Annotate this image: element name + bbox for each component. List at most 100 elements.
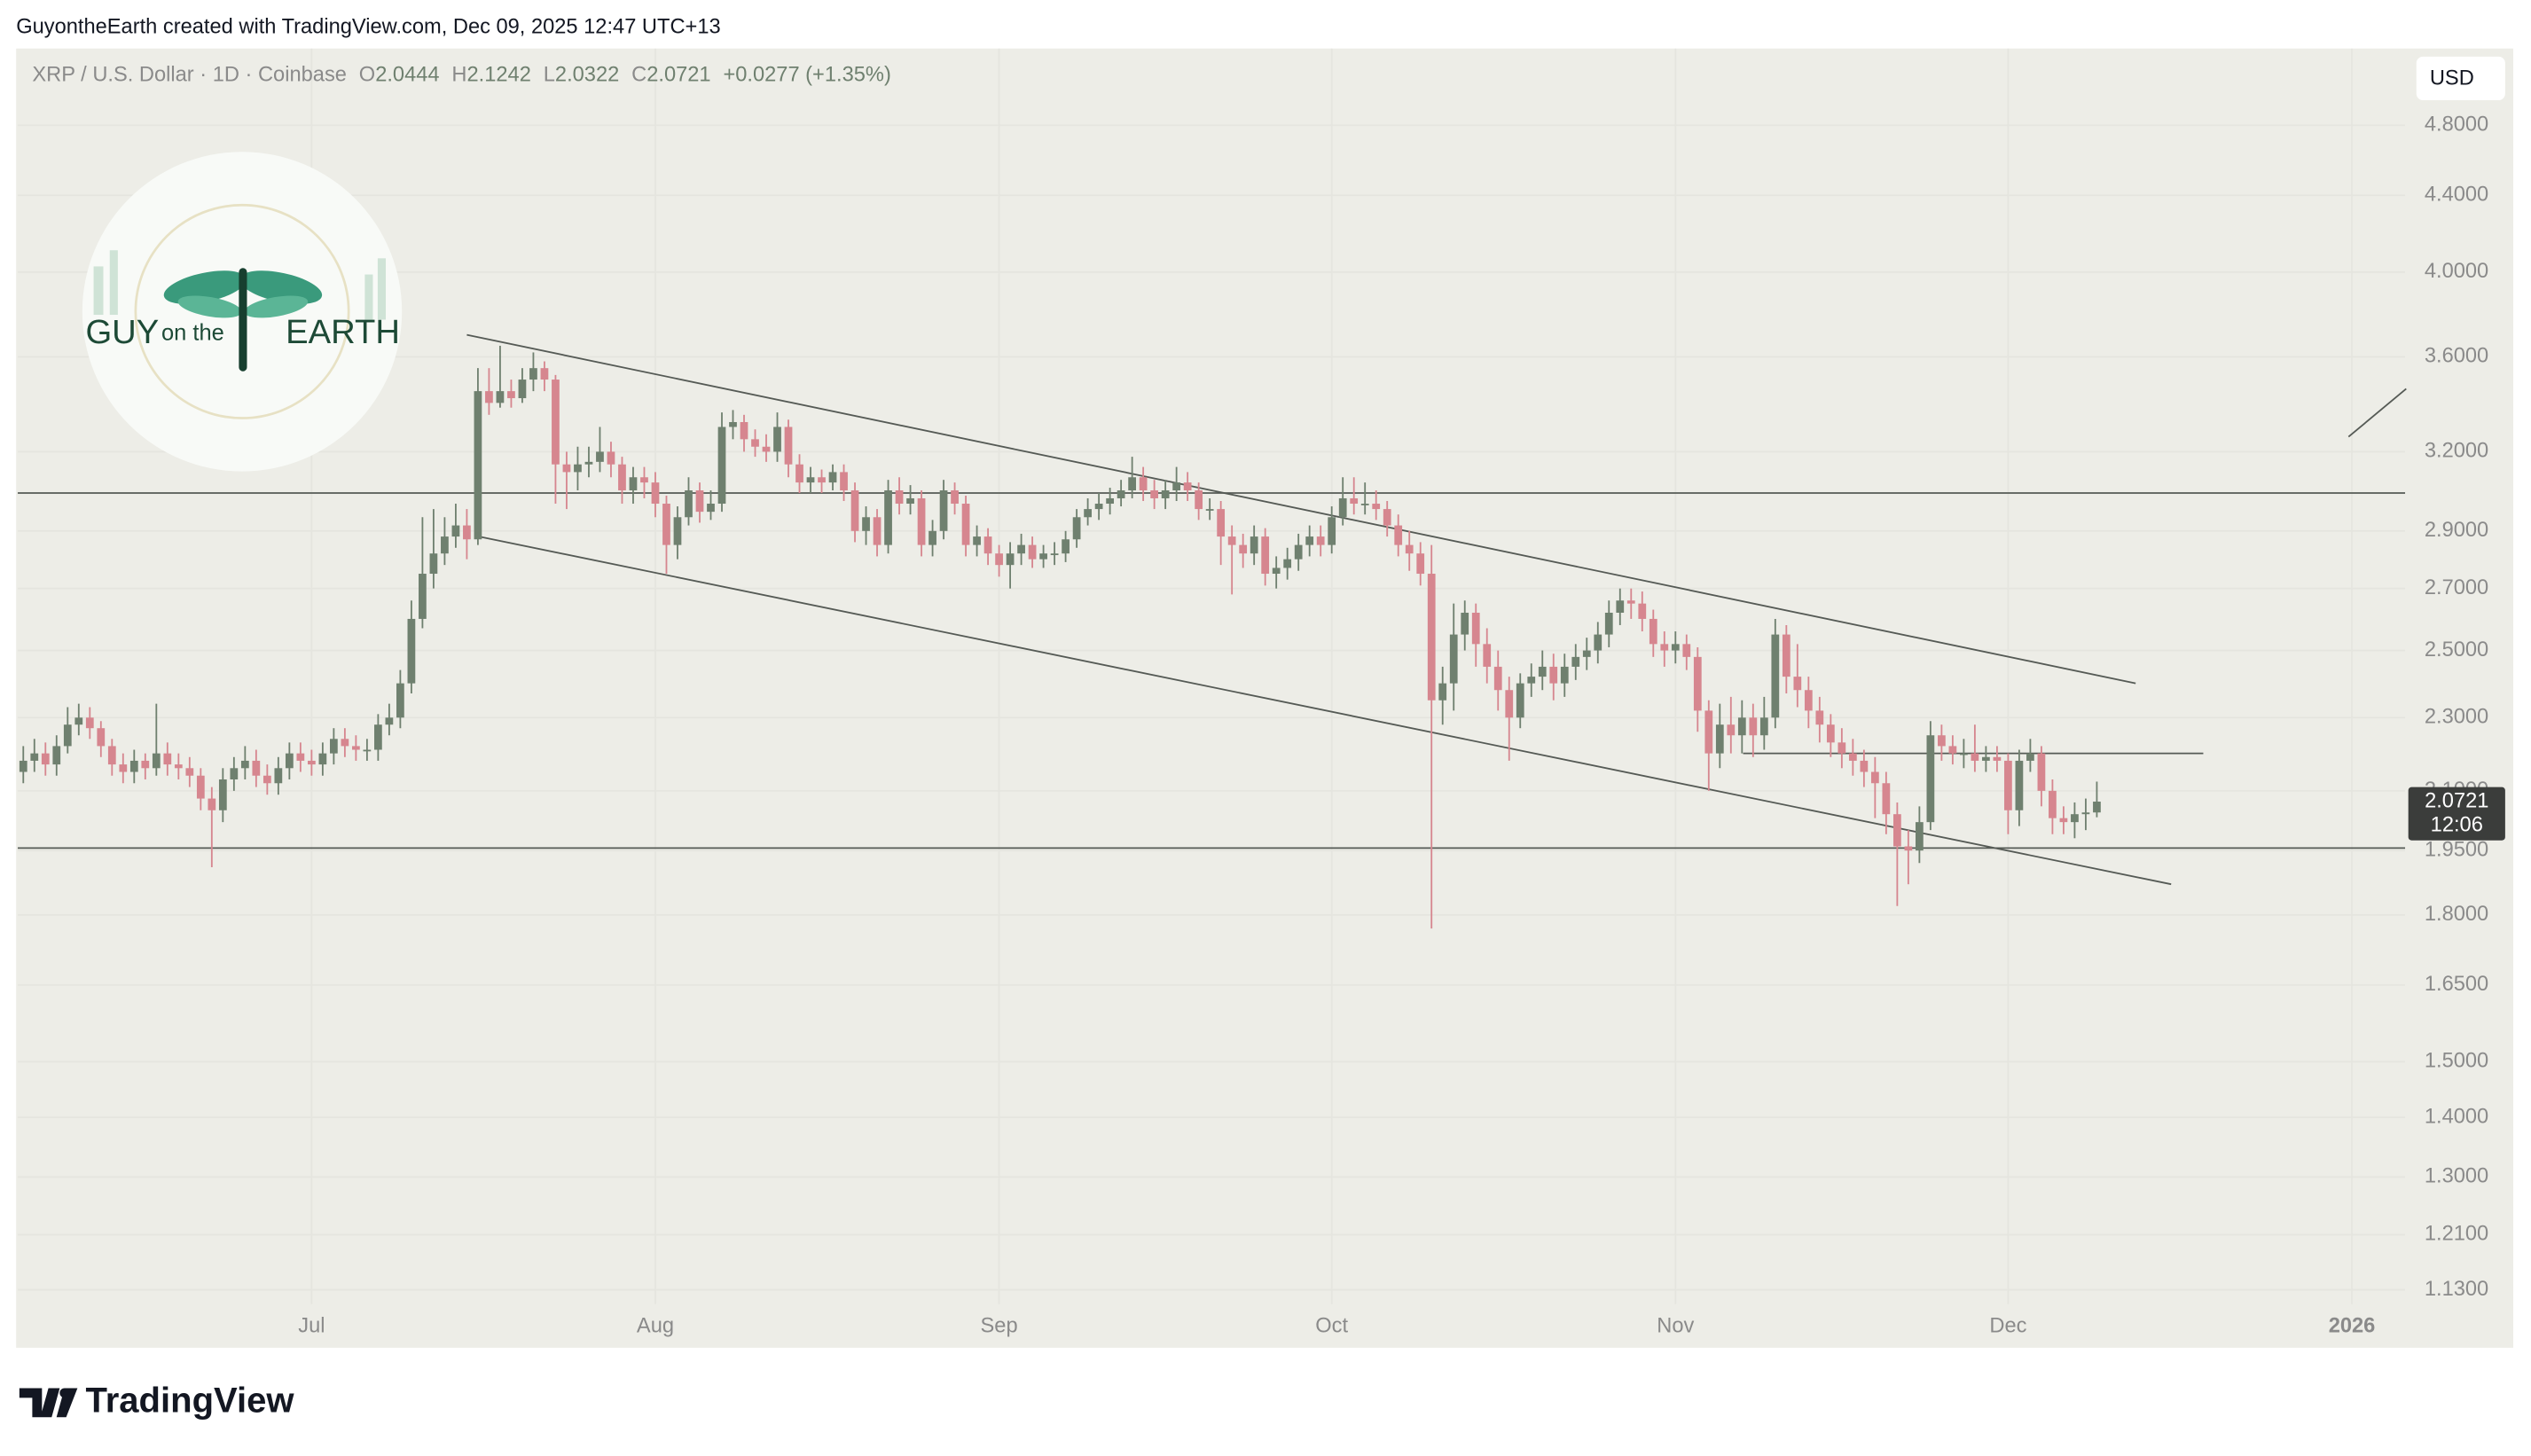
candle-body	[873, 517, 882, 545]
candle-body	[1172, 482, 1181, 491]
candle-body	[951, 490, 959, 505]
currency[interactable]: USD	[2430, 67, 2474, 90]
candle-body	[2059, 818, 2068, 823]
candle-body	[41, 753, 50, 765]
candle-body	[1516, 683, 1524, 718]
candle-body	[1505, 690, 1514, 718]
candle-body	[1815, 710, 1824, 725]
candle-body	[2037, 753, 2046, 791]
candle-body	[828, 472, 837, 483]
candle-body	[1904, 846, 1913, 851]
candle-body	[751, 439, 759, 447]
candle-body	[1527, 677, 1536, 684]
candle-body	[740, 421, 748, 440]
logo: GUY on the EARTH	[82, 152, 403, 472]
candle-body	[152, 753, 161, 769]
candle-body	[1449, 634, 1458, 684]
candle-body	[1926, 735, 1935, 823]
candle-body	[1549, 666, 1558, 684]
wing	[177, 295, 242, 318]
x-tick-label: Oct	[1315, 1315, 1348, 1338]
candle-body	[1870, 771, 1879, 784]
candle-body	[529, 368, 537, 380]
logo-ring	[134, 203, 350, 419]
candle-body	[485, 391, 493, 403]
candle-body	[651, 482, 660, 505]
candle-body	[208, 798, 216, 810]
candle-body	[374, 724, 382, 750]
candle-body	[1638, 603, 1647, 619]
candle-body	[1117, 490, 1125, 498]
candle-body	[673, 517, 682, 545]
candle-body	[341, 739, 349, 747]
candle-body	[2049, 790, 2057, 818]
candle-body	[917, 497, 926, 545]
y-tick-label: 1.3000	[2425, 1165, 2488, 1188]
candle-body	[707, 504, 715, 513]
candle-body	[19, 760, 27, 772]
candles	[19, 345, 2101, 929]
candle-body	[1106, 497, 1114, 505]
candle-body	[451, 525, 460, 537]
candle-body	[850, 490, 859, 531]
candle-body	[107, 746, 116, 765]
candle-body	[562, 464, 571, 473]
footer-logo: TradingView	[19, 1381, 294, 1420]
candle-body	[1582, 650, 1591, 657]
logo-word: on the	[161, 321, 224, 346]
x-tick-label: Dec	[1989, 1315, 2026, 1338]
candle-body	[1350, 497, 1359, 505]
candle-body	[1183, 482, 1192, 491]
candle-body	[2015, 760, 2024, 810]
candle-body	[263, 775, 271, 784]
candle-body	[995, 553, 1003, 566]
candle-body	[2093, 802, 2101, 813]
candle-body	[1560, 666, 1569, 684]
candle-body	[1693, 656, 1702, 711]
logo-word: GUY	[85, 313, 159, 351]
candle-body	[230, 768, 239, 779]
candle-body	[463, 525, 471, 540]
candle-body	[1892, 814, 1901, 847]
y-tick-label: 4.0000	[2425, 260, 2488, 283]
candle-body	[773, 427, 781, 452]
y-tick-label: 1.2100	[2425, 1223, 2488, 1246]
dragonfly-body	[239, 268, 247, 372]
candle-body	[1150, 490, 1159, 498]
logo-word: EARTH	[286, 313, 400, 351]
candle-body	[1948, 746, 1957, 754]
candle-body	[363, 749, 372, 752]
candle-body	[1538, 666, 1547, 677]
footer-brand: TradingView	[85, 1381, 294, 1420]
candle-body	[1239, 544, 1248, 554]
candle-body	[1960, 753, 1968, 755]
candle-body	[240, 760, 249, 769]
candle-body	[1094, 504, 1103, 510]
candle-body	[1039, 553, 1047, 560]
candle-body	[474, 391, 482, 540]
trend-line	[2347, 387, 2407, 438]
candle-body	[1128, 477, 1137, 491]
candle-body	[840, 472, 848, 491]
y-tick-label: 4.8000	[2425, 114, 2488, 137]
candle-body	[640, 477, 648, 483]
candle-body	[1294, 544, 1303, 560]
candle-body	[895, 490, 904, 505]
candle-body	[1982, 756, 1990, 761]
candle-body	[695, 490, 704, 513]
y-tick-label: 1.4000	[2425, 1105, 2488, 1128]
candle-body	[1993, 756, 2002, 761]
x-tick-label: Sep	[981, 1315, 1018, 1338]
candle-body	[407, 618, 416, 684]
candle-body	[85, 717, 94, 729]
candle-body	[1072, 517, 1081, 540]
candle-body	[1626, 600, 1635, 604]
candle-body	[1272, 568, 1281, 575]
candle-body	[552, 380, 560, 465]
currency-button[interactable]	[2416, 56, 2505, 100]
y-tick-label: 3.6000	[2425, 345, 2488, 368]
candle-body	[1671, 644, 1680, 651]
candle-body	[2081, 812, 2090, 815]
candle-body	[1848, 753, 1857, 761]
x-tick-label: Jul	[298, 1315, 325, 1338]
